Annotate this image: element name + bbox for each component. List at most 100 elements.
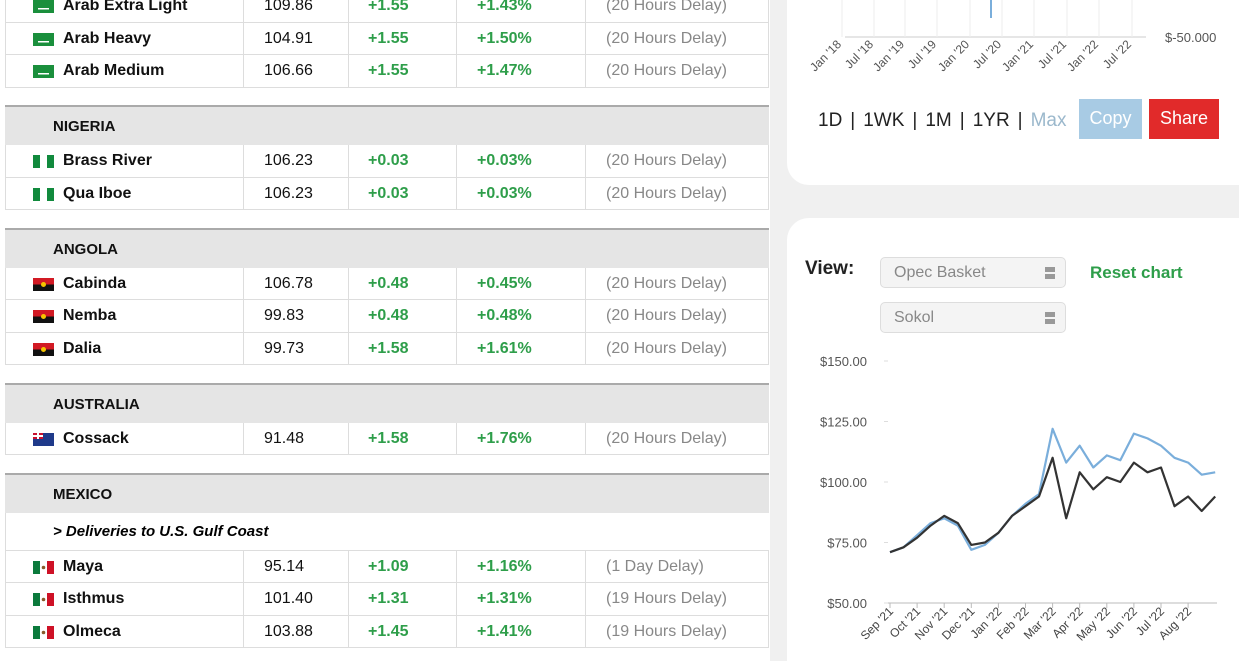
flag-part	[33, 155, 40, 168]
flag-part	[38, 73, 49, 75]
price: 106.66	[243, 55, 348, 87]
delay: (20 Hours Delay)	[585, 0, 769, 22]
price: 91.48	[243, 422, 348, 455]
price: 101.40	[243, 583, 348, 615]
flag-part	[33, 625, 40, 639]
reset-chart[interactable]: Reset chart	[1090, 263, 1183, 282]
change: +1.55	[348, 55, 456, 87]
change: +0.03	[348, 177, 456, 210]
crude-table: Arab Extra Light 109.86 +1.55 +1.43% (20 Hou…	[5, 0, 769, 661]
crude-name: Brass River	[5, 145, 243, 177]
flag	[33, 342, 54, 356]
crude-name: Cabinda	[5, 267, 243, 300]
x-tick-label: Jun '22	[1103, 604, 1140, 641]
crude-name: Arab Extra Light	[5, 0, 243, 22]
flag-part	[47, 625, 54, 639]
percent-change: +0.45%	[456, 267, 585, 300]
percent-change: +1.43%	[456, 0, 585, 22]
crude-name: Nemba	[5, 300, 243, 332]
flag-part	[33, 284, 54, 291]
crude-name: Isthmus	[5, 583, 243, 615]
flag-part	[41, 281, 46, 287]
table-row: Cabinda 106.78 +0.48 +0.45% (20 Hours Delay)	[5, 267, 769, 300]
table-row: Olmeca 103.88 +1.45 +1.41% (19 Hours Delay)	[5, 615, 769, 648]
change: +1.55	[348, 0, 456, 22]
price: 99.83	[243, 300, 348, 332]
flag-part	[33, 593, 40, 606]
percent-change: +0.48%	[456, 300, 585, 332]
change: +1.58	[348, 422, 456, 455]
flag-part	[41, 346, 46, 352]
x-tick-label: Jul '22	[1100, 37, 1134, 71]
chart-select[interactable]: Sokol	[880, 302, 1066, 333]
delay: (20 Hours Delay)	[585, 332, 769, 365]
flag	[33, 560, 54, 574]
flag	[33, 277, 54, 291]
timeframe-option[interactable]: Max	[1030, 110, 1067, 131]
x-tick-label: Jan '18	[807, 37, 844, 74]
flag-part	[33, 0, 54, 13]
price: 99.73	[243, 332, 348, 365]
crude-name: Arab Heavy	[5, 22, 243, 55]
table-row: Arab Extra Light 109.86 +1.55 +1.43% (20 Hou…	[5, 0, 769, 23]
flag-part	[33, 342, 54, 349]
copy-button[interactable]: Copy	[1079, 99, 1142, 139]
flag-part	[33, 434, 43, 437]
crude-name: Olmeca	[5, 615, 243, 648]
y-tick-label: $75.00	[827, 536, 867, 551]
timeframe-option[interactable]: 1M	[925, 110, 952, 131]
flag-part	[41, 314, 46, 319]
flag-part	[41, 597, 46, 602]
crude-name: Cossack	[5, 422, 243, 455]
percent-change: +0.03%	[456, 177, 585, 210]
y-tick-label: $150.00	[820, 354, 867, 369]
group-header: MEXICO	[5, 472, 769, 513]
flag-part	[33, 32, 54, 46]
flag-part	[38, 8, 49, 10]
flag-part	[47, 187, 54, 201]
top-card	[787, 0, 1239, 185]
table-row: Isthmus 101.40 +1.31 +1.31% (19 Hours Delay)	[5, 583, 769, 616]
price: 103.88	[243, 615, 348, 648]
change: +0.48	[348, 300, 456, 332]
view-label: View:	[805, 258, 855, 279]
delay: (20 Hours Delay)	[585, 267, 769, 300]
flag	[33, 65, 54, 78]
change: +0.48	[348, 267, 456, 300]
series-line	[889, 427, 1216, 554]
table-row: Brass River 106.23 +0.03 +0.03% (20 Hours De…	[5, 145, 769, 178]
change: +1.45	[348, 615, 456, 648]
price: 106.23	[243, 177, 348, 210]
flag-part	[33, 310, 54, 317]
delay: (20 Hours Delay)	[585, 145, 769, 177]
flag-part	[47, 560, 54, 574]
x-tick-label: Jul '21	[1035, 37, 1069, 71]
change: +1.55	[348, 22, 456, 55]
percent-change: +0.03%	[456, 145, 585, 177]
change: +0.03	[348, 145, 456, 177]
x-tick-label: Jul '19	[905, 37, 939, 71]
table-row: Arab Heavy 104.91 +1.55 +1.50% (20 Hours Del…	[5, 22, 769, 55]
table-row: Arab Medium 106.66 +1.55 +1.47% (20 Hours De…	[5, 55, 769, 88]
price: 106.23	[243, 145, 348, 177]
delay: (20 Hours Delay)	[585, 300, 769, 332]
share-button[interactable]: Share	[1149, 99, 1219, 139]
timeframe-option[interactable]: 1D	[818, 110, 843, 131]
flag-part	[47, 155, 54, 168]
change: +1.09	[348, 550, 456, 583]
timeframe-option[interactable]: 1YR	[972, 110, 1010, 131]
timeframe-option[interactable]: 1WK	[863, 110, 905, 131]
chart-select[interactable]: Opec Basket	[880, 257, 1066, 288]
table-row: Maya 95.14 +1.09 +1.16% (1 Day Delay)	[5, 550, 769, 583]
flag	[33, 0, 54, 13]
y-tick-label: $100.00	[820, 475, 867, 490]
group-note: > Deliveries to U.S. Gulf Coast	[5, 512, 769, 551]
flag-part	[33, 277, 54, 284]
crude-name: Qua Iboe	[5, 177, 243, 210]
percent-change: +1.31%	[456, 583, 585, 615]
group-header: ANGOLA	[5, 227, 769, 268]
timeframe-separator: |	[912, 110, 918, 131]
flag-part	[41, 565, 46, 569]
group-header: AUSTRALIA	[5, 382, 769, 423]
